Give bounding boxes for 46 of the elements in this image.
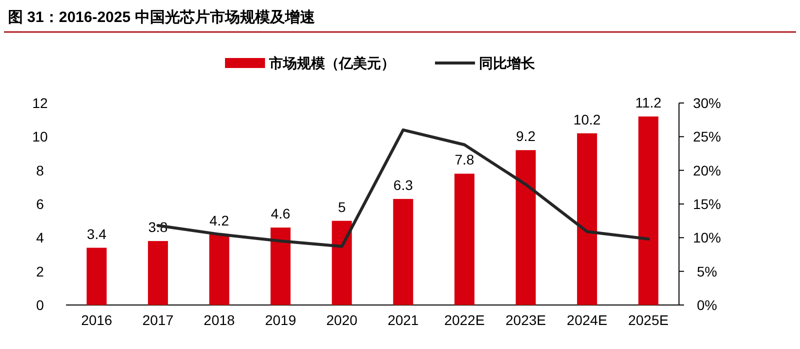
bar — [332, 220, 352, 305]
bar — [638, 116, 658, 305]
y2-tick-label: 15% — [692, 196, 722, 212]
chart-title: 图 31：2016-2025 中国光芯片市场规模及增速 — [8, 8, 316, 26]
x-tick-label: 2019 — [264, 312, 296, 328]
x-tick-label: 2025E — [628, 312, 669, 328]
bar — [454, 174, 474, 305]
data-label: 3.4 — [86, 226, 107, 242]
legend-label: 市场规模（亿美元） — [268, 55, 395, 71]
data-label: 6.3 — [393, 176, 414, 193]
y-tick-label: 12 — [32, 95, 48, 111]
legend-label: 同比增长 — [479, 55, 536, 71]
bar — [148, 241, 168, 305]
data-label: 11.2 — [635, 94, 662, 110]
x-tick-label: 2022E — [444, 312, 485, 328]
y-tick-label: 10 — [32, 128, 48, 145]
bar — [577, 133, 598, 305]
bar — [209, 234, 230, 305]
bar — [270, 228, 291, 305]
y2-tick-label: 10% — [692, 230, 722, 246]
bar — [393, 198, 414, 305]
y2-tick-label: 5% — [696, 263, 718, 280]
x-tick-label: 2018 — [204, 312, 236, 328]
y2-tick-label: 25% — [692, 128, 722, 145]
y-tick-label: 8 — [36, 162, 44, 178]
y-tick-label: 4 — [36, 230, 44, 246]
y-tick-label: 2 — [36, 263, 44, 280]
data-label: 4.2 — [210, 212, 230, 228]
y-tick-label: 6 — [36, 196, 44, 212]
y2-tick-label: 30% — [692, 95, 722, 111]
y2-tick-label: 20% — [692, 162, 722, 178]
bar — [516, 150, 536, 305]
data-label: 5 — [338, 198, 346, 215]
y2-tick-label: 0% — [696, 297, 718, 313]
data-label: 4.6 — [270, 206, 290, 222]
data-label: 9.2 — [516, 128, 536, 144]
data-label: 10.2 — [573, 111, 601, 128]
y-tick-label: 0 — [36, 297, 44, 313]
x-tick-label: 2021 — [388, 312, 419, 328]
x-tick-label: 2023E — [506, 312, 546, 328]
x-tick-label: 2024E — [566, 312, 608, 328]
bar — [86, 248, 107, 305]
data-label: 7.8 — [454, 152, 474, 168]
x-tick-label: 2017 — [142, 312, 174, 328]
x-tick-label: 2020 — [326, 312, 358, 328]
x-tick-label: 2016 — [81, 312, 112, 328]
